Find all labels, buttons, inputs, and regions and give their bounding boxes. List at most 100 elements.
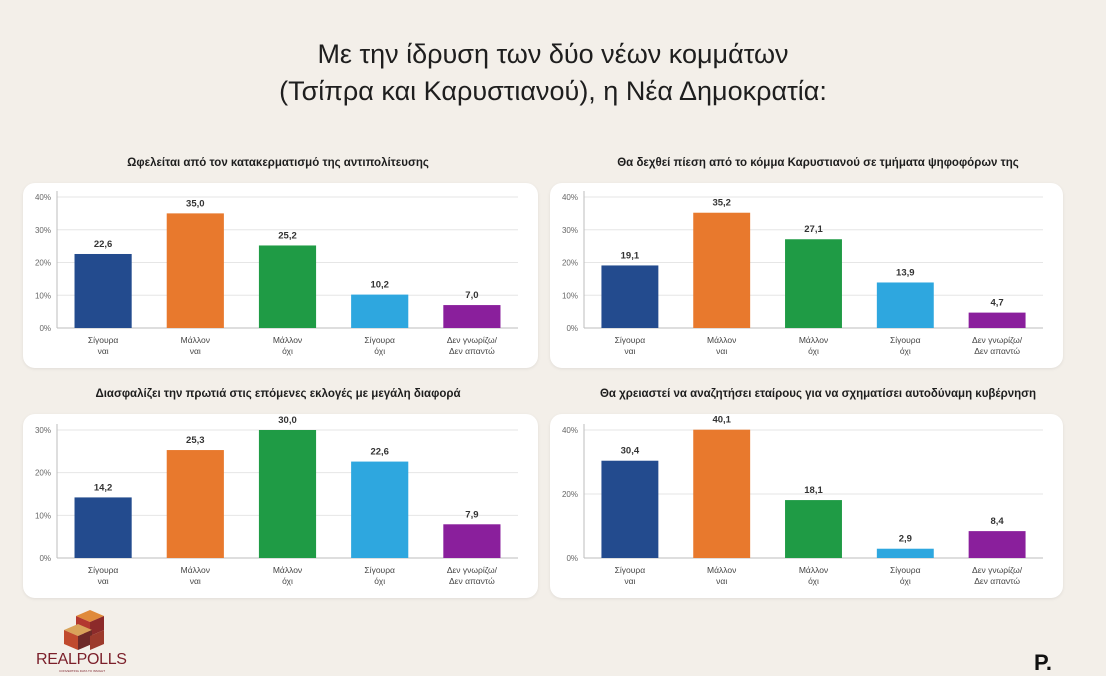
publisher-logo: P. [1034, 650, 1052, 676]
x-tick-label: ναι [98, 576, 109, 586]
bar [74, 497, 132, 558]
y-tick-label: 10% [35, 511, 51, 520]
data-label: 2,9 [899, 534, 912, 545]
y-tick-label: 0% [566, 324, 578, 333]
bar [443, 524, 501, 558]
publisher-logo-text: P. [1034, 650, 1052, 675]
bar [785, 239, 842, 328]
data-label: 18,1 [804, 485, 823, 496]
x-tick-label: Σίγουρα [88, 335, 119, 345]
page-title-line2: (Τσίπρα και Καρυστιανού), η Νέα Δημοκρατ… [279, 76, 827, 106]
data-label: 22,6 [94, 239, 113, 250]
data-label: 25,3 [186, 435, 205, 446]
realpolls-logo: REALPOLLS CONVERTING DATA TO INSIGHT [34, 610, 144, 673]
bar [601, 265, 659, 328]
x-tick-label: Δεν γνωρίζω/ [447, 335, 498, 345]
y-tick-label: 0% [39, 324, 51, 333]
data-label: 4,7 [990, 298, 1003, 309]
page-title-line1: Με την ίδρυση των δύο νέων κομμάτων [317, 39, 789, 69]
x-tick-label: όχι [900, 576, 911, 586]
y-tick-label: 10% [35, 291, 51, 300]
x-tick-label: Σίγουρα [615, 565, 646, 575]
x-tick-label: ναι [716, 346, 727, 356]
chart-title-1: Ωφελείται από τον κατακερματισμό της αντ… [127, 157, 429, 169]
x-tick-label: όχι [374, 576, 385, 586]
x-tick-label: Δεν γνωρίζω/ [972, 565, 1023, 575]
page-title: Με την ίδρυση των δύο νέων κομμάτων (Τσί… [0, 36, 1106, 110]
x-tick-label: ναι [190, 346, 201, 356]
chart-panel-3: 0% 10% 20% 30% 14,2 Σίγουρα ναι 25,3 Μάλλον ναι 30… [23, 414, 538, 598]
realpolls-name: REALPOLLS [36, 651, 127, 668]
data-label: 25,2 [278, 230, 297, 241]
x-tick-label: Δεν απαντώ [974, 576, 1020, 586]
y-tick-label: 30% [35, 226, 51, 235]
x-tick-label: Μάλλον [181, 335, 210, 345]
x-tick-label: Μάλλον [707, 335, 736, 345]
chart-panel-4: 0% 20% 40% 30,4 Σίγουρα ναι 40,1 Μάλλον ναι 18,1 Μ… [550, 414, 1063, 598]
y-tick-label: 0% [566, 554, 578, 563]
y-tick-label: 20% [35, 259, 51, 268]
data-label: 10,2 [370, 280, 389, 291]
x-tick-label: Δεν απαντώ [449, 346, 495, 356]
x-tick-label: Μάλλον [799, 565, 828, 575]
y-tick-label: 40% [562, 193, 578, 202]
x-tick-label: Μάλλον [799, 335, 828, 345]
data-label: 22,6 [370, 447, 389, 458]
x-tick-label: ναι [624, 576, 635, 586]
x-tick-label: όχι [808, 346, 819, 356]
realpolls-tagline: CONVERTING DATA TO INSIGHT [59, 669, 106, 673]
bar [258, 430, 317, 558]
bar [443, 305, 501, 328]
data-label: 30,4 [621, 446, 640, 457]
bar [693, 429, 751, 558]
bar [968, 531, 1026, 558]
data-label: 35,2 [712, 198, 731, 209]
x-tick-label: Σίγουρα [364, 565, 395, 575]
bar [74, 253, 132, 328]
y-tick-label: 40% [35, 193, 51, 202]
x-tick-label: ναι [98, 346, 109, 356]
x-tick-label: ναι [624, 346, 635, 356]
x-tick-label: Σίγουρα [890, 335, 921, 345]
bar [166, 450, 224, 558]
bar-chart-4: 0%20%40%30,4Σίγουραναι40,1Μάλλονναι18,1Μ… [562, 415, 1043, 586]
bar [968, 312, 1026, 328]
bar [166, 213, 224, 328]
data-label: 35,0 [186, 198, 205, 209]
data-label: 19,1 [621, 250, 640, 261]
bar [876, 282, 934, 328]
x-tick-label: όχι [808, 576, 819, 586]
y-tick-label: 10% [562, 291, 578, 300]
x-tick-label: Σίγουρα [615, 335, 646, 345]
data-label: 7,9 [465, 509, 478, 520]
chart-panel-2: 0% 10% 20% 30% 40% 19,1 Σίγουρα ναι 35,2 Μάλλον να… [550, 183, 1063, 368]
x-tick-label: Σίγουρα [890, 565, 921, 575]
chart-title-2: Θα δεχθεί πίεση από το κόμμα Καρυστιανού… [617, 157, 1019, 169]
x-tick-label: Μάλλον [273, 565, 302, 575]
data-label: 8,4 [990, 516, 1004, 527]
x-tick-label: όχι [374, 346, 385, 356]
bar [601, 460, 659, 558]
data-label: 13,9 [896, 267, 915, 278]
y-tick-label: 20% [35, 469, 51, 478]
bar [258, 245, 317, 328]
bar-chart-1: 0%10%20%30%40%22,6Σίγουραναι35,0Μάλλοννα… [35, 191, 518, 356]
x-tick-label: όχι [900, 346, 911, 356]
x-tick-label: Μάλλον [181, 565, 210, 575]
bar [785, 500, 842, 558]
realpolls-wordmark: REALPOLLS [36, 651, 127, 669]
bar [351, 461, 409, 558]
x-tick-label: Μάλλον [707, 565, 736, 575]
y-tick-label: 30% [35, 426, 51, 435]
data-label: 14,2 [94, 482, 113, 493]
x-tick-label: Σίγουρα [88, 565, 119, 575]
x-tick-label: ναι [190, 576, 201, 586]
y-tick-label: 40% [562, 426, 578, 435]
chart-title-4: Θα χρειαστεί να αναζητήσει εταίρους για … [599, 388, 1037, 400]
chart-panel-1: 0% 10% 20% 30% 40% 22,6 Σίγουρα ναι 35,0 Μάλλον να… [23, 183, 538, 368]
data-label: 40,1 [712, 415, 731, 426]
x-tick-label: όχι [282, 346, 293, 356]
x-tick-label: Σίγουρα [364, 335, 395, 345]
bar-chart-3: 0%10%20%30%14,2Σίγουραναι25,3Μάλλονναι30… [35, 415, 518, 586]
y-tick-label: 20% [562, 259, 578, 268]
